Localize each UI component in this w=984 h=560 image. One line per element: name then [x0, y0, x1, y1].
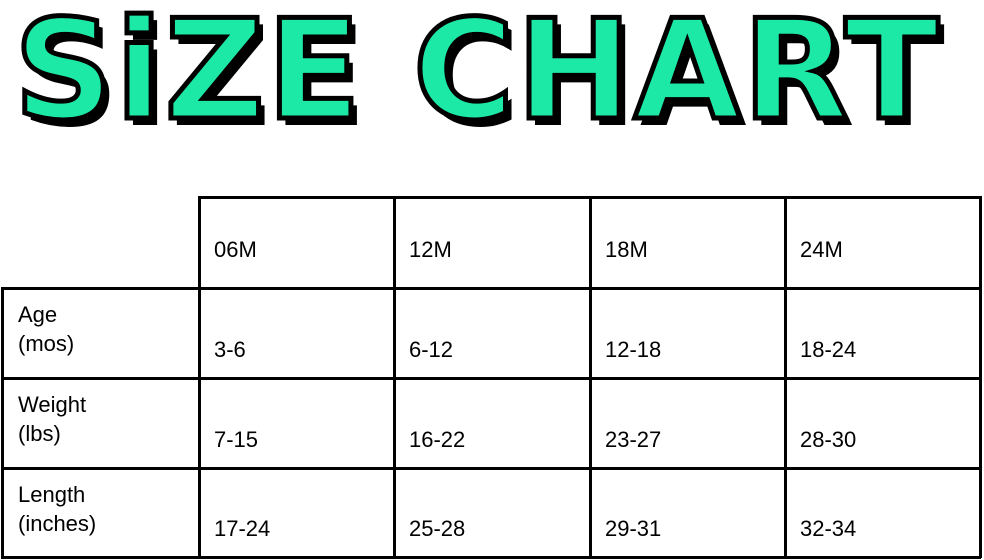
row-label-text: Weight	[18, 392, 87, 417]
row-label: Length (inches)	[2, 468, 199, 557]
table-cell-text: 16-22	[409, 427, 466, 452]
table-cell-text: 32-34	[800, 516, 857, 541]
grid-line	[1, 556, 981, 559]
table-cell: 7-15	[199, 378, 394, 468]
column-header: 12M	[394, 197, 590, 288]
column-header-text: 18M	[605, 236, 648, 262]
table-cell-text: 23-27	[605, 427, 662, 452]
table-cell-text: 29-31	[605, 516, 662, 541]
table-cell: 17-24	[199, 468, 394, 557]
column-header-text: 12M	[409, 236, 452, 262]
column-header: 06M	[199, 197, 394, 288]
row-label: Age (mos)	[2, 288, 199, 378]
row-label-text: Age	[18, 302, 58, 327]
grid-line	[979, 196, 982, 558]
row-label-text: (inches)	[18, 511, 97, 536]
size-chart-title: SiZE CHART	[12, 0, 942, 154]
table-cell: 23-27	[590, 378, 785, 468]
row-label-text: (lbs)	[18, 421, 61, 446]
table-cell: 28-30	[785, 378, 980, 468]
table-cell: 25-28	[394, 468, 590, 557]
table-cell: 16-22	[394, 378, 590, 468]
table-cell-text: 18-24	[800, 337, 857, 362]
table-cell: 12-18	[590, 288, 785, 378]
column-header: 18M	[590, 197, 785, 288]
grid-line	[1, 287, 4, 558]
grid-line	[198, 196, 201, 558]
table-cell: 29-31	[590, 468, 785, 557]
grid-line	[589, 196, 592, 558]
grid-line	[1, 467, 981, 470]
table-cell-text: 25-28	[409, 516, 466, 541]
table-cell-text: 17-24	[214, 516, 271, 541]
grid-line	[784, 196, 787, 558]
table-cell-text: 6-12	[409, 337, 454, 362]
row-label-text: (mos)	[18, 331, 75, 356]
row-label: Weight (lbs)	[2, 378, 199, 468]
column-header: 24M	[785, 197, 980, 288]
table-cell: 6-12	[394, 288, 590, 378]
grid-line	[393, 196, 396, 558]
table-cell: 3-6	[199, 288, 394, 378]
table-cell-text: 28-30	[800, 427, 857, 452]
table-cell: 32-34	[785, 468, 980, 557]
table-cell-text: 3-6	[214, 337, 246, 362]
grid-line	[1, 377, 981, 380]
row-label-text: Length	[18, 482, 86, 507]
table-cell-text: 12-18	[605, 337, 662, 362]
column-header-text: 24M	[800, 236, 843, 262]
table-cell-text: 7-15	[214, 427, 259, 452]
grid-line	[1, 287, 981, 290]
table-cell: 18-24	[785, 288, 980, 378]
column-header-text: 06M	[214, 236, 257, 262]
